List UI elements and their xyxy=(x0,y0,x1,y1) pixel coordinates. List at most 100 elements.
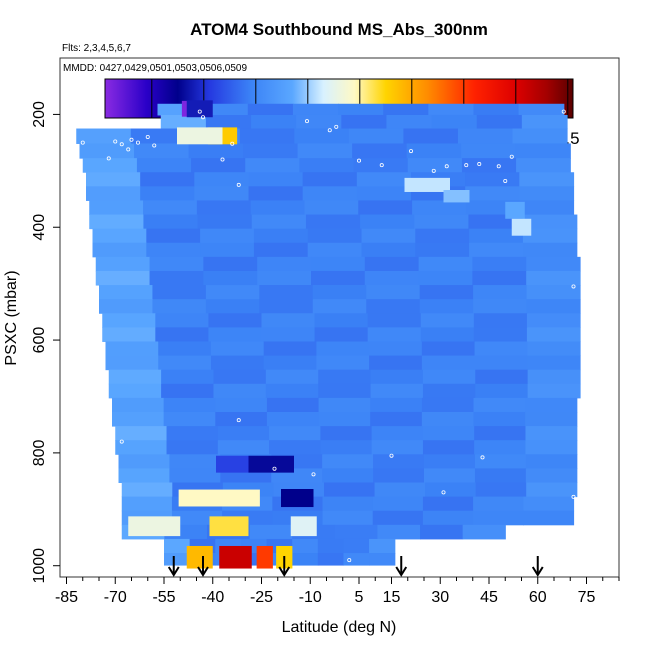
heatmap-cell xyxy=(457,128,514,144)
heatmap-cell xyxy=(348,128,405,144)
sample-point xyxy=(145,134,150,139)
heatmap-cell xyxy=(526,270,581,286)
heatmap-cell xyxy=(121,496,173,512)
heatmap-feature xyxy=(505,201,525,219)
heatmap-cell xyxy=(205,114,252,130)
heatmap-cell xyxy=(163,397,216,413)
heatmap-cell xyxy=(334,524,379,540)
heatmap-feature xyxy=(177,127,223,145)
heatmap-cell xyxy=(257,256,312,272)
heatmap-cell xyxy=(269,440,321,455)
heatmap-cell xyxy=(92,242,147,258)
heatmap-cell xyxy=(200,242,255,258)
heatmap-cell xyxy=(420,327,475,342)
heatmap-cell xyxy=(421,341,476,357)
heatmap-cell xyxy=(140,186,195,201)
heatmap-cell xyxy=(474,454,527,469)
heatmap-feature xyxy=(404,177,450,192)
heatmap-cell xyxy=(82,158,138,173)
x-tick-label: -70 xyxy=(104,589,127,606)
x-tick-label: -55 xyxy=(152,589,175,606)
heatmap-cell xyxy=(250,200,306,216)
heatmap-cell xyxy=(469,228,524,244)
heatmap-cell xyxy=(161,383,215,399)
heatmap-cell xyxy=(473,313,528,328)
heatmap-cell xyxy=(86,172,141,187)
heatmap-cell xyxy=(472,270,527,286)
sample-point xyxy=(90,402,95,407)
x-axis-label: Latitude (deg N) xyxy=(282,619,397,636)
heatmap-cell xyxy=(473,496,524,512)
heatmap-cell xyxy=(307,228,363,244)
heatmap-cell xyxy=(364,270,420,286)
heatmap-cell xyxy=(421,397,475,413)
sample-point xyxy=(230,141,235,146)
sample-point xyxy=(503,178,508,183)
heatmap-cell xyxy=(322,468,374,483)
heatmap-cell xyxy=(526,482,578,498)
heatmap-cell xyxy=(364,256,420,272)
sample-point xyxy=(561,109,566,114)
heatmap-cell xyxy=(102,327,156,342)
heatmap-cell xyxy=(317,553,345,566)
sample-point xyxy=(571,494,576,499)
sample-point xyxy=(506,540,511,545)
heatmap-cell xyxy=(314,327,369,342)
heatmap-cell xyxy=(251,114,297,130)
x-tick-label: -40 xyxy=(201,589,224,606)
sample-point xyxy=(126,147,131,152)
flight-arrow xyxy=(167,556,180,577)
heatmap-cell xyxy=(307,242,363,258)
heatmap-cell xyxy=(266,411,320,427)
heatmap-cell xyxy=(461,158,517,173)
heatmap-cell xyxy=(372,496,424,512)
heatmap-cell xyxy=(415,242,470,258)
heatmap-cell xyxy=(121,482,173,498)
heatmap-cell xyxy=(210,341,265,357)
heatmap-cell xyxy=(422,383,476,399)
heatmap-cell xyxy=(465,186,520,201)
heatmap-cell xyxy=(525,454,578,469)
heatmap-cell xyxy=(519,186,575,201)
heatmap-cell xyxy=(343,538,370,554)
heatmap-cell xyxy=(369,341,423,357)
heatmap-cell xyxy=(415,228,470,244)
heatmap-cell xyxy=(261,313,316,328)
heatmap-cell xyxy=(386,114,433,130)
heatmap-cell xyxy=(515,143,571,159)
heatmap-cell xyxy=(115,426,168,441)
heatmap-cell xyxy=(292,103,339,116)
sample-point xyxy=(200,115,205,120)
heatmap-cell xyxy=(194,186,250,201)
heatmap-feature xyxy=(281,489,314,508)
heatmap-cell xyxy=(527,383,581,399)
heatmap-cell xyxy=(322,496,374,512)
heatmap-cell xyxy=(461,143,517,159)
heatmap-cell xyxy=(79,143,135,159)
heatmap-cell xyxy=(473,411,526,427)
heatmap-cell xyxy=(318,383,372,399)
heatmap-cell xyxy=(320,426,373,441)
heatmap-cell xyxy=(105,355,159,371)
heatmap-features xyxy=(128,100,532,569)
heatmap-cell xyxy=(166,426,219,441)
heatmap-cell xyxy=(143,200,198,216)
heatmap-cell xyxy=(243,143,299,159)
heatmap-cell xyxy=(305,214,361,230)
sample-point xyxy=(135,140,140,145)
heatmap-cell xyxy=(341,114,388,130)
heatmap-feature xyxy=(186,100,213,118)
heatmap-cell xyxy=(316,341,370,357)
heatmap-feature xyxy=(256,545,273,569)
heatmap-cell xyxy=(208,313,263,328)
flight-arrow xyxy=(395,556,408,577)
heatmap-cell xyxy=(86,186,141,201)
heatmap-cell xyxy=(239,128,295,144)
heatmap-cell xyxy=(474,468,527,483)
sample-point xyxy=(80,140,85,145)
heatmap-cell xyxy=(164,553,191,566)
heatmap-cell xyxy=(518,103,565,116)
heatmap-cell xyxy=(522,228,578,244)
heatmap-cell xyxy=(213,383,267,399)
dates-label: MMDD: 0427,0429,0501,0503,0506,0509 xyxy=(63,63,247,74)
